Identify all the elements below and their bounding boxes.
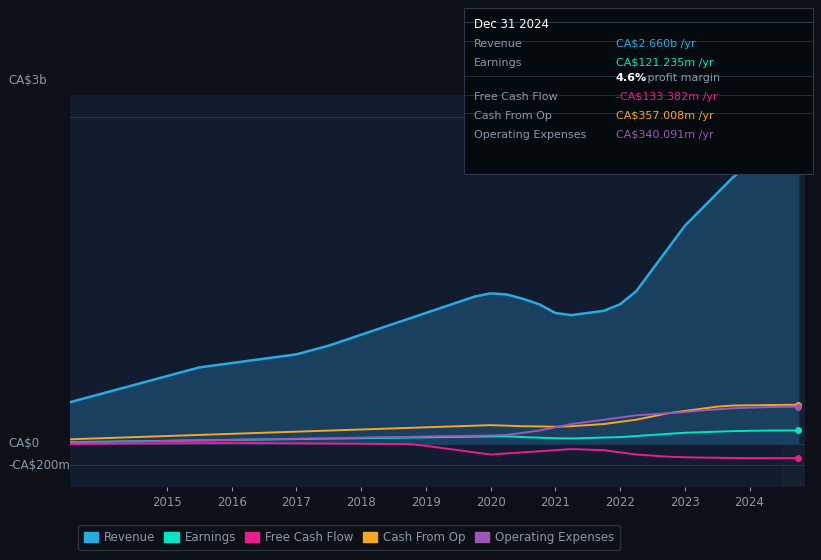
Text: profit margin: profit margin — [644, 73, 720, 83]
Text: CA$121.235m /yr: CA$121.235m /yr — [616, 58, 713, 68]
Text: Revenue: Revenue — [474, 39, 522, 49]
Text: -CA$200m: -CA$200m — [8, 459, 70, 472]
Text: Dec 31 2024: Dec 31 2024 — [474, 18, 548, 31]
Text: Operating Expenses: Operating Expenses — [474, 129, 586, 139]
Text: -CA$133.382m /yr: -CA$133.382m /yr — [616, 92, 718, 102]
Text: CA$2.660b /yr: CA$2.660b /yr — [616, 39, 695, 49]
Text: Earnings: Earnings — [474, 58, 522, 68]
Text: CA$0: CA$0 — [8, 437, 39, 450]
Legend: Revenue, Earnings, Free Cash Flow, Cash From Op, Operating Expenses: Revenue, Earnings, Free Cash Flow, Cash … — [78, 525, 621, 550]
Text: CA$357.008m /yr: CA$357.008m /yr — [616, 111, 713, 120]
Bar — [782, 95, 805, 487]
Text: CA$340.091m /yr: CA$340.091m /yr — [616, 129, 713, 139]
Text: 4.6%: 4.6% — [616, 73, 647, 83]
Text: Free Cash Flow: Free Cash Flow — [474, 92, 557, 102]
Text: CA$3b: CA$3b — [8, 74, 47, 87]
Text: Cash From Op: Cash From Op — [474, 111, 552, 120]
